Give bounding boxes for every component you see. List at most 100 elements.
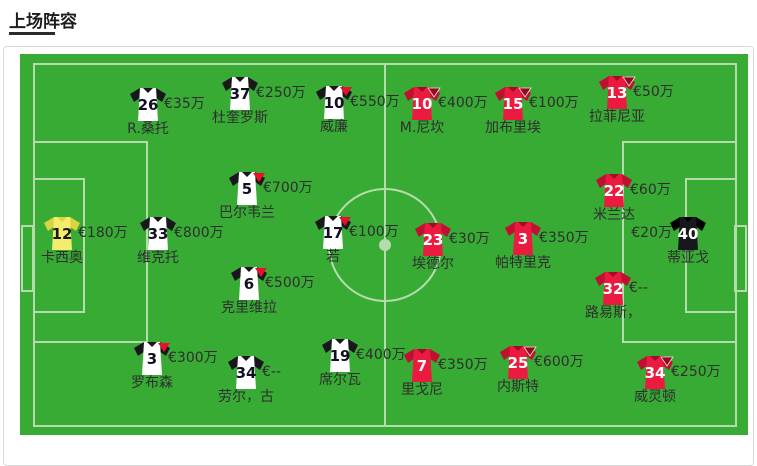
player-number: 40 [678, 225, 699, 243]
player[interactable]: 22 €60万 米兰达 [593, 171, 671, 223]
sub-marker-icon [339, 217, 351, 226]
jersey-icon: 40 [668, 214, 708, 252]
player-name: R.桑托 [127, 121, 169, 137]
player-number: 3 [518, 230, 528, 248]
player-number: 17 [323, 224, 344, 242]
player[interactable]: 3 €300万 罗布森 [131, 339, 218, 391]
jersey-icon: 33 [138, 214, 178, 252]
jersey-icon: 37 [220, 74, 260, 112]
player-number: 33 [148, 225, 169, 243]
player-name: M.尼坎 [399, 120, 445, 136]
player-number: 22 [604, 182, 625, 200]
player-name: 巴尔韦兰 [219, 205, 275, 221]
jersey-icon: 7 [402, 346, 442, 384]
player-value: €-- [629, 280, 649, 296]
player-name: 帕特里克 [495, 255, 551, 271]
player[interactable]: 7 €350万 里戈尼 [401, 346, 488, 398]
player-name: 杜奎罗斯 [212, 110, 268, 126]
player-value: €250万 [256, 85, 306, 101]
sub-marker-icon [622, 76, 636, 87]
player-name: 拉菲尼亚 [589, 109, 645, 125]
player-name: 威灵顿 [634, 389, 676, 405]
player[interactable]: 10 €550万 威廉 [314, 83, 400, 135]
player[interactable]: 15 €100万 加布里埃 [485, 84, 579, 136]
player-value: €500万 [265, 275, 315, 291]
player-value: €250万 [671, 364, 721, 380]
player[interactable]: 33 €800万 维克托 [137, 214, 224, 266]
player[interactable]: 37 €250万 杜奎罗斯 [212, 74, 306, 126]
title-underline [9, 32, 55, 35]
jersey-icon: 13 [597, 73, 637, 111]
player-value: €550万 [350, 94, 400, 110]
player-value: €300万 [168, 350, 218, 366]
jersey-icon: 3 [503, 219, 543, 257]
player-name: 埃德尔 [412, 256, 454, 272]
player-number: 7 [417, 357, 427, 375]
player-name: 劳尔，古 [218, 389, 274, 405]
player-name: 蒂亚戈 [667, 250, 709, 266]
player-name: 威廉 [320, 119, 348, 135]
player-number: 26 [138, 96, 159, 114]
player-number: 37 [230, 85, 251, 103]
jersey-icon: 32 [593, 269, 633, 307]
sub-marker-icon [158, 343, 170, 352]
jersey-icon: 23 [413, 220, 453, 258]
player[interactable]: 6 €500万 克里维拉 [221, 264, 315, 316]
player-value: €30万 [449, 231, 490, 247]
jersey-icon: 34 [226, 353, 266, 391]
player[interactable]: 5 €700万 巴尔韦兰 [219, 169, 313, 221]
player[interactable]: 34 €250万 威灵顿 [634, 353, 721, 405]
jersey-icon: 26 [128, 85, 168, 123]
player-value: €400万 [438, 95, 488, 111]
jersey-icon: 10 [314, 83, 354, 121]
player-value: €350万 [539, 230, 589, 246]
player-number: 34 [236, 364, 257, 382]
player-name: 米兰达 [593, 207, 635, 223]
player-name: 克里维拉 [221, 300, 277, 316]
player-value: €350万 [438, 357, 488, 373]
jersey-icon: 34 [635, 353, 675, 391]
player[interactable]: 10 €400万 M.尼坎 [400, 84, 488, 136]
sub-marker-icon [255, 268, 267, 277]
player[interactable]: 17 €100万 若 [313, 213, 399, 265]
player[interactable]: 25 €600万 内斯特 [497, 343, 584, 395]
sub-marker-icon [518, 87, 532, 98]
player-value: €700万 [263, 180, 313, 196]
player-value: €180万 [78, 225, 128, 241]
player-number: 19 [330, 347, 351, 365]
player[interactable]: 23 €30万 埃德尔 [412, 220, 490, 272]
goal-right [734, 225, 747, 292]
player[interactable]: 3 €350万 帕特里克 [495, 219, 589, 271]
player-value: €400万 [356, 347, 406, 363]
player[interactable]: 34 €-- 劳尔，古 [218, 353, 281, 405]
player-value: €50万 [633, 84, 674, 100]
player-name: 维克托 [137, 250, 179, 266]
player-value: €20万 [631, 225, 672, 241]
player-value: €35万 [164, 96, 205, 112]
player[interactable]: 40 €20万 蒂亚戈 [631, 214, 709, 266]
player[interactable]: 32 €-- 路易斯， [585, 269, 648, 321]
player-number: 10 [324, 94, 345, 112]
goal-left [21, 225, 34, 292]
player-name: 卡西奥 [41, 250, 83, 266]
jersey-icon: 19 [320, 336, 360, 374]
goal-box-left [33, 178, 85, 313]
sub-marker-icon [427, 87, 441, 98]
sub-marker-icon [253, 173, 265, 182]
player-value: €100万 [529, 95, 579, 111]
jersey-icon: 17 [313, 213, 353, 251]
player-value: €-- [262, 364, 282, 380]
player-number: 10 [412, 95, 433, 113]
jersey-icon: 12 [42, 214, 82, 252]
jersey-icon: 10 [402, 84, 442, 122]
player-number: 12 [52, 225, 73, 243]
player[interactable]: 12 €180万 卡西奥 [41, 214, 128, 266]
player-number: 5 [242, 180, 252, 198]
player[interactable]: 26 €35万 R.桑托 [127, 85, 205, 137]
player[interactable]: 13 €50万 拉菲尼亚 [589, 73, 674, 125]
player-name: 若 [326, 249, 340, 265]
player-name: 路易斯， [585, 305, 641, 321]
player-name: 罗布森 [131, 375, 173, 391]
player-number: 6 [244, 275, 254, 293]
player[interactable]: 19 €400万 席尔瓦 [319, 336, 406, 388]
